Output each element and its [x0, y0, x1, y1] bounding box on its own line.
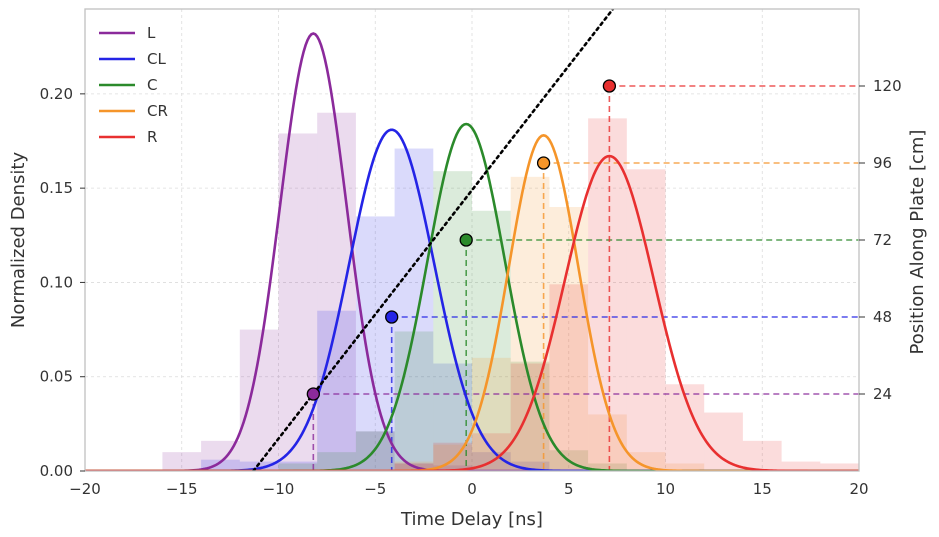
hist-bar-l-7 — [433, 465, 472, 471]
y2-axis-ticks: 24 48 72 96 120 — [859, 77, 902, 403]
x-tick-label: 20 — [849, 480, 868, 498]
hist-bar-cl-8 — [510, 461, 550, 471]
y2-tick-label: 48 — [873, 308, 892, 326]
y2-tick-label: 120 — [873, 77, 902, 95]
hist-bar-cl-3 — [317, 310, 356, 471]
x-tick-label: −5 — [364, 480, 386, 498]
marker-l — [306, 387, 320, 401]
position-markers — [306, 79, 617, 401]
x-axis-ticks: −20 −15 −10 −5 0 5 10 15 20 — [69, 480, 868, 498]
hist-bar-c-1 — [317, 452, 356, 471]
legend-label-c: C — [147, 76, 157, 94]
x-tick-label: −10 — [263, 480, 295, 498]
y-tick-label: 0.00 — [40, 462, 73, 480]
legend-label-cl: CL — [147, 50, 166, 68]
hist-bar-cl-1 — [239, 461, 279, 471]
marker-cl — [385, 310, 399, 324]
y-axis-label: Normalized Density — [8, 152, 29, 329]
hist-bar-l-3 — [278, 133, 318, 471]
x-tick-label: 15 — [753, 480, 772, 498]
hist-bar-c-8 — [588, 463, 627, 471]
legend-label-cr: CR — [147, 102, 168, 120]
legend: L CL C CR R — [99, 24, 168, 146]
y-tick-label: 0.15 — [40, 179, 73, 197]
y-axis-ticks: 0.00 0.05 0.10 0.15 0.20 — [40, 85, 85, 480]
fit-line-layer — [252, 9, 615, 471]
hist-bar-r-4 — [549, 284, 589, 471]
hist-bar-r-9 — [742, 440, 782, 471]
x-axis-label: Time Delay [ns] — [400, 509, 543, 530]
y-tick-label: 0.05 — [40, 368, 73, 386]
x-tick-label: 5 — [564, 480, 574, 498]
hist-bar-r-5 — [588, 118, 627, 471]
x-tick-label: 10 — [656, 480, 675, 498]
marker-c — [459, 233, 473, 247]
hist-bar-l-0 — [162, 452, 202, 471]
y2-axis-label: Position Along Plate [cm] — [907, 130, 928, 355]
hist-bar-cl-5 — [394, 148, 434, 471]
curve-cr — [85, 133, 859, 471]
hist-bar-r-8 — [704, 412, 743, 471]
hist-bar-l-4 — [317, 112, 356, 471]
legend-label-r: R — [147, 128, 157, 146]
x-tick-label: −20 — [69, 480, 101, 498]
y-tick-label: 0.10 — [40, 273, 73, 291]
legend-label-l: L — [147, 24, 156, 42]
curve-r — [85, 154, 859, 471]
y2-tick-label: 96 — [873, 154, 892, 172]
curve-c — [85, 122, 859, 471]
hist-bar-cl-0 — [201, 459, 240, 471]
hist-bar-c-3 — [394, 331, 434, 471]
fit-line — [252, 9, 615, 471]
hist-bar-r-6 — [626, 169, 666, 471]
hist-bar-cl-2 — [278, 461, 318, 471]
hist-bar-cr-7 — [665, 463, 705, 471]
marker-cr — [536, 156, 551, 170]
hist-bar-r-11 — [820, 463, 859, 471]
hist-bar-cr-4 — [549, 207, 589, 471]
x-tick-label: 0 — [467, 480, 477, 498]
y-tick-label: 0.20 — [40, 85, 73, 103]
y2-tick-label: 72 — [873, 231, 892, 249]
y2-tick-label: 24 — [873, 385, 892, 403]
x-tick-label: −15 — [166, 480, 198, 498]
hist-bar-cr-6 — [626, 452, 666, 471]
hist-bar-c-0 — [278, 463, 318, 471]
hist-bar-r-10 — [781, 461, 821, 471]
marker-r — [602, 79, 617, 93]
